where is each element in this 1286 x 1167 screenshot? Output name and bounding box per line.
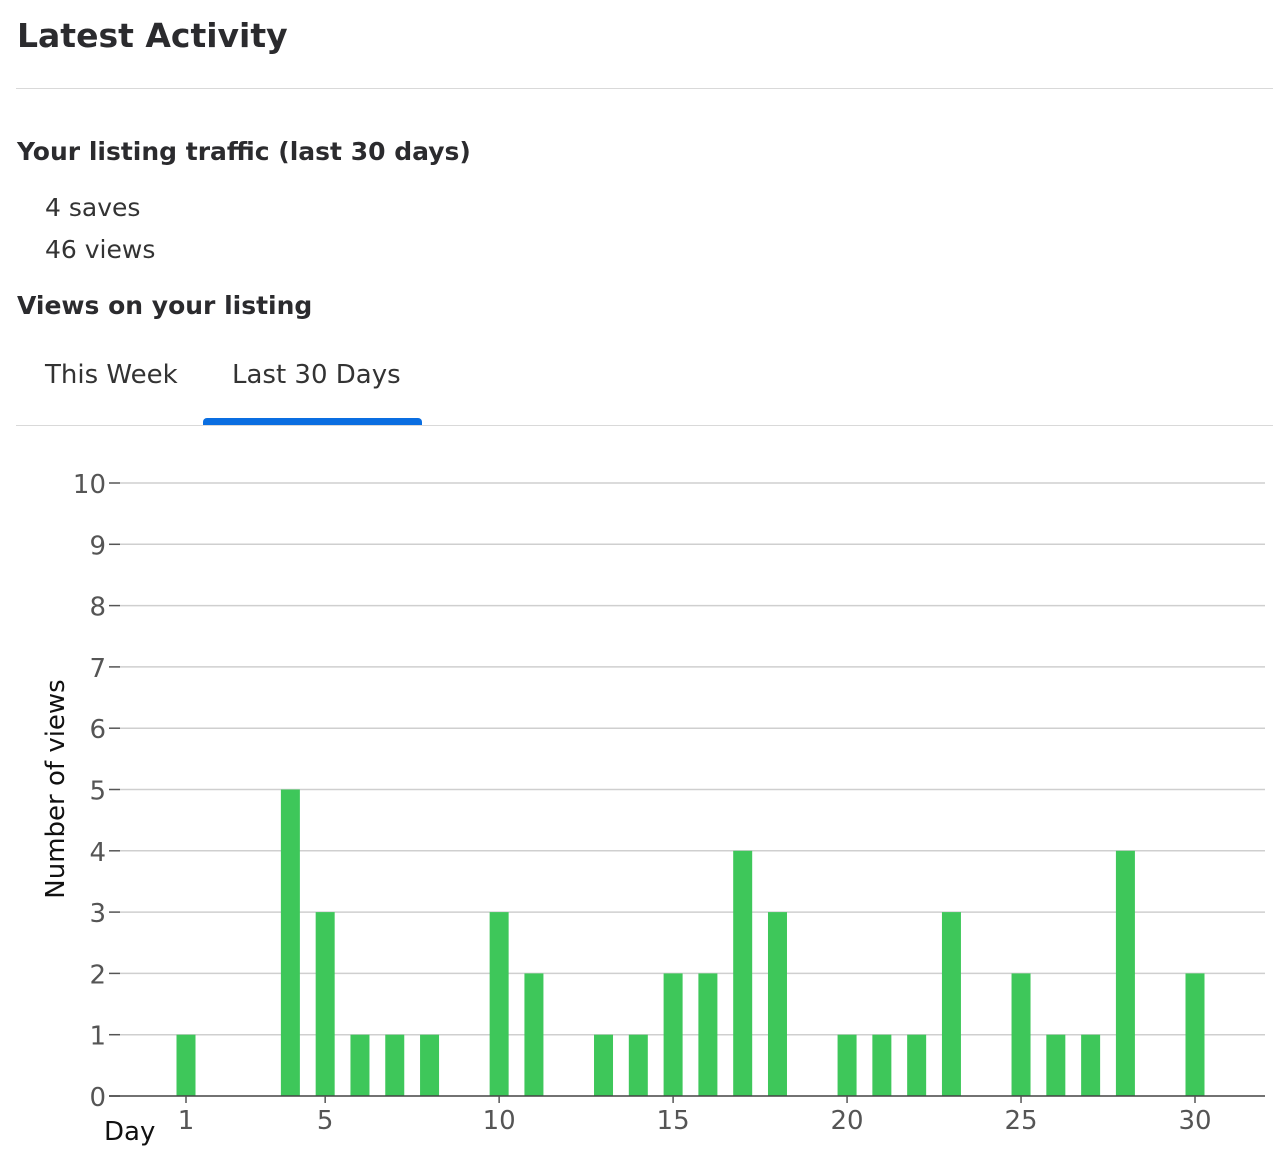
tab-this-week[interactable]: This Week xyxy=(45,360,178,390)
views-section-title: Views on your listing xyxy=(17,291,313,320)
bar-day-13 xyxy=(594,1034,614,1096)
bar-day-22 xyxy=(907,1034,927,1096)
bar-day-14 xyxy=(628,1034,648,1096)
bar-day-16 xyxy=(698,973,718,1096)
x-tick-label: 20 xyxy=(831,1106,864,1136)
grid-lines xyxy=(120,482,1265,1036)
y-tick-label: 2 xyxy=(89,960,106,990)
y-tick-label: 3 xyxy=(89,899,106,929)
bar-day-20 xyxy=(837,1034,857,1096)
x-tick-label: 1 xyxy=(178,1106,195,1136)
x-tick-label: 5 xyxy=(317,1106,334,1136)
x-tick-label: 25 xyxy=(1004,1106,1037,1136)
x-tick-label: 30 xyxy=(1178,1106,1211,1136)
page-title: Latest Activity xyxy=(17,16,288,55)
bar-day-28 xyxy=(1115,850,1135,1096)
views-count: 46 views xyxy=(45,235,156,264)
bar-day-7 xyxy=(385,1034,405,1096)
bar-day-23 xyxy=(941,912,961,1096)
header-divider xyxy=(16,88,1273,89)
tab-active-indicator xyxy=(203,418,422,425)
y-tick-label: 6 xyxy=(89,715,106,745)
bar-day-6 xyxy=(350,1034,370,1096)
y-tick-label: 7 xyxy=(89,654,106,684)
bar-day-21 xyxy=(872,1034,892,1096)
bar-day-17 xyxy=(733,850,753,1096)
y-axis-ticks: 0 1 2 3 4 5 6 7 8 9 10 xyxy=(73,470,120,1113)
y-tick-label: 5 xyxy=(89,777,106,807)
bar-day-15 xyxy=(663,973,683,1096)
x-tick-label: 15 xyxy=(657,1106,690,1136)
tab-last-30-days[interactable]: Last 30 Days xyxy=(232,360,401,390)
y-tick-label: 1 xyxy=(89,1022,106,1052)
x-axis-label: Day xyxy=(104,1117,155,1147)
x-tick-label: 10 xyxy=(483,1106,516,1136)
tabs-divider xyxy=(16,425,1273,426)
bar-day-1 xyxy=(176,1034,196,1096)
traffic-title: Your listing traffic (last 30 days) xyxy=(17,137,471,166)
y-tick-label: 0 xyxy=(89,1083,106,1113)
y-tick-label: 9 xyxy=(89,531,106,561)
y-tick-label: 4 xyxy=(89,838,106,868)
bar-day-11 xyxy=(524,973,544,1096)
bar-day-18 xyxy=(767,912,787,1096)
bars xyxy=(176,789,1205,1096)
y-tick-label: 10 xyxy=(73,470,106,500)
bar-day-27 xyxy=(1081,1034,1101,1096)
bar-day-8 xyxy=(420,1034,440,1096)
bar-day-26 xyxy=(1046,1034,1066,1096)
bar-day-10 xyxy=(489,912,509,1096)
y-tick-label: 8 xyxy=(89,593,106,623)
saves-count: 4 saves xyxy=(45,193,141,222)
bar-day-30 xyxy=(1185,973,1205,1096)
x-axis: 1 5 10 15 20 25 30 xyxy=(109,1095,1265,1136)
y-axis-label: Number of views xyxy=(41,679,71,898)
bar-day-25 xyxy=(1011,973,1031,1096)
bar-day-4 xyxy=(280,789,300,1096)
bar-day-5 xyxy=(315,912,335,1096)
